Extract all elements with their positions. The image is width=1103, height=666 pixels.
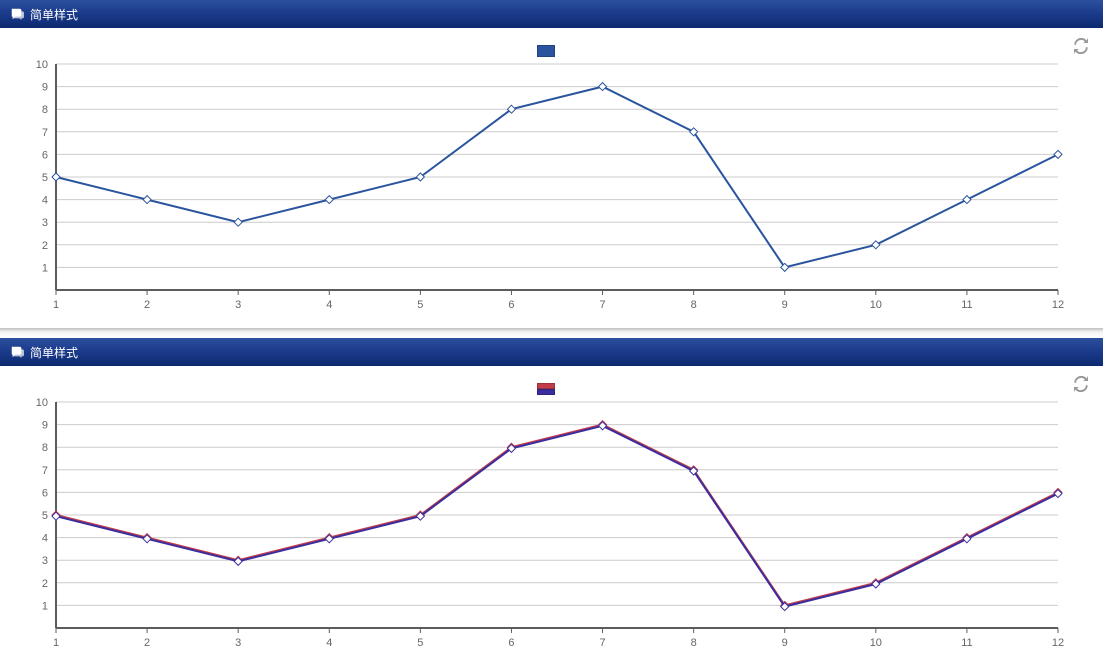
x-tick-label: 1: [53, 637, 59, 649]
chart-legend: [8, 374, 1083, 396]
panel-header: 简单样式: [0, 338, 1103, 366]
x-tick-label: 2: [144, 299, 150, 311]
y-tick-label: 9: [42, 420, 48, 432]
y-tick-label: 2: [42, 578, 48, 590]
y-tick-label: 7: [42, 127, 48, 139]
chart-area: 12345678910123456789101112: [0, 28, 1103, 328]
y-tick-label: 3: [42, 217, 48, 229]
panel-header: 简单样式: [0, 0, 1103, 28]
chat-icon: [10, 7, 24, 21]
x-tick-label: 7: [599, 299, 605, 311]
x-tick-label: 9: [782, 637, 788, 649]
data-point[interactable]: [872, 241, 880, 249]
chart-legend: [8, 36, 1083, 58]
x-tick-label: 3: [235, 637, 241, 649]
x-tick-label: 4: [326, 299, 332, 311]
chart-panel: 简单样式12345678910123456789101112: [0, 338, 1103, 666]
x-tick-label: 5: [417, 637, 423, 649]
x-tick-label: 8: [691, 299, 697, 311]
series-line: [56, 426, 1058, 607]
y-tick-label: 10: [36, 59, 48, 71]
panel-title: 简单样式: [30, 344, 78, 361]
x-tick-label: 10: [870, 299, 882, 311]
data-point[interactable]: [963, 196, 971, 204]
y-tick-label: 10: [36, 397, 48, 409]
legend-swatch[interactable]: [537, 389, 555, 395]
x-tick-label: 8: [691, 637, 697, 649]
data-point[interactable]: [234, 218, 242, 226]
data-point[interactable]: [52, 173, 60, 181]
x-tick-label: 6: [508, 299, 514, 311]
y-tick-label: 6: [42, 149, 48, 161]
y-tick-label: 2: [42, 240, 48, 252]
line-chart: 12345678910123456789101112: [8, 58, 1068, 318]
chart-panel: 简单样式12345678910123456789101112: [0, 0, 1103, 328]
y-tick-label: 3: [42, 555, 48, 567]
refresh-button[interactable]: [1073, 376, 1089, 392]
legend-stack: [537, 383, 555, 395]
data-point[interactable]: [143, 196, 151, 204]
x-tick-label: 11: [961, 637, 972, 649]
x-tick-label: 1: [53, 299, 59, 311]
y-tick-label: 7: [42, 465, 48, 477]
y-tick-label: 8: [42, 104, 48, 116]
panel-divider-shadow: [0, 328, 1103, 338]
data-point[interactable]: [325, 196, 333, 204]
data-point[interactable]: [599, 83, 607, 91]
chart-area: 12345678910123456789101112: [0, 366, 1103, 666]
y-tick-label: 4: [42, 195, 48, 207]
x-tick-label: 6: [508, 637, 514, 649]
y-tick-label: 8: [42, 442, 48, 454]
y-tick-label: 4: [42, 533, 48, 545]
x-tick-label: 3: [235, 299, 241, 311]
line-chart: 12345678910123456789101112: [8, 396, 1068, 656]
x-tick-label: 4: [326, 637, 332, 649]
x-tick-label: 10: [870, 637, 882, 649]
x-tick-label: 11: [961, 299, 972, 311]
refresh-button[interactable]: [1073, 38, 1089, 54]
y-tick-label: 5: [42, 172, 48, 184]
x-tick-label: 7: [599, 637, 605, 649]
y-tick-label: 1: [42, 262, 48, 274]
x-tick-label: 12: [1052, 637, 1064, 649]
data-point[interactable]: [1054, 150, 1062, 158]
legend-swatch[interactable]: [537, 45, 555, 57]
y-tick-label: 6: [42, 487, 48, 499]
x-tick-label: 12: [1052, 299, 1064, 311]
x-tick-label: 9: [782, 299, 788, 311]
y-tick-label: 1: [42, 600, 48, 612]
x-tick-label: 2: [144, 637, 150, 649]
y-tick-label: 5: [42, 510, 48, 522]
panel-title: 简单样式: [30, 6, 78, 23]
chat-icon: [10, 345, 24, 359]
y-tick-label: 9: [42, 82, 48, 94]
x-tick-label: 5: [417, 299, 423, 311]
